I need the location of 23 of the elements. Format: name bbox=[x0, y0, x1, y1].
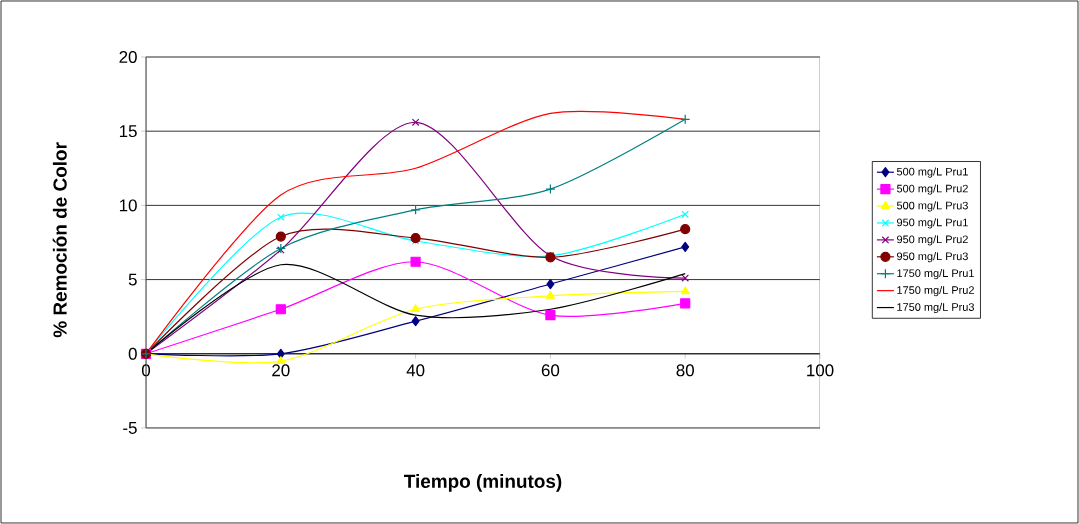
legend-label: 500 mg/L Pru2 bbox=[896, 184, 968, 195]
legend-label: 500 mg/L Pru1 bbox=[896, 167, 968, 178]
y-axis-title: % Remoción de Color bbox=[52, 142, 67, 338]
x-tick-label: 100 bbox=[807, 364, 834, 377]
y-tick-label: 20 bbox=[119, 50, 137, 63]
legend-label: 1750 mg/L Pru1 bbox=[897, 269, 974, 280]
legend-label: 950 mg/L Pru3 bbox=[897, 252, 968, 263]
x-tick-label: 60 bbox=[541, 364, 560, 377]
y-tick-label: 5 bbox=[128, 273, 137, 286]
legend-label: 1750 mg/L Pru2 bbox=[897, 285, 974, 297]
x-tick-label: 20 bbox=[272, 364, 290, 377]
x-tick-label: 0 bbox=[141, 364, 151, 377]
y-tick-label: -5 bbox=[123, 422, 137, 434]
y-tick-label: 10 bbox=[119, 199, 137, 212]
x-tick-label: 80 bbox=[676, 364, 694, 377]
legend-label: 1750 mg/L Pru3 bbox=[897, 302, 974, 314]
x-tick-label: 40 bbox=[406, 364, 425, 377]
legend-label: 950 mg/L Pru1 bbox=[897, 218, 968, 229]
y-tick-label: 0 bbox=[128, 347, 137, 360]
legend-label: 500 mg/L Pru3 bbox=[896, 201, 968, 212]
legend-label: 950 mg/L Pru2 bbox=[897, 235, 968, 246]
x-axis-title: Tiempo (minutos) bbox=[404, 474, 562, 492]
y-tick-label: 15 bbox=[119, 125, 137, 138]
